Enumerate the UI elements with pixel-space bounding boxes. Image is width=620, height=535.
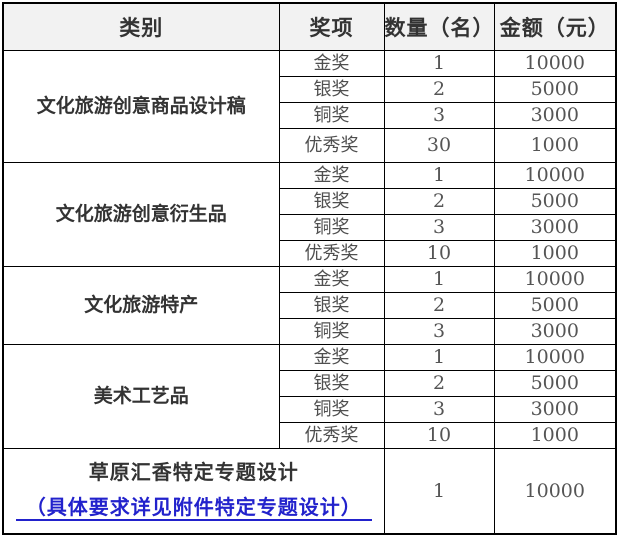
table-row: 铜奖 3 3000	[3, 396, 617, 423]
award-cell: 铜奖	[278, 102, 385, 129]
award-cell: 优秀奖	[278, 422, 385, 449]
quantity-cell: 2	[383, 76, 495, 103]
amount-cell: 5000	[493, 370, 617, 397]
amount-cell: 10000	[493, 448, 617, 535]
quantity-cell: 3	[383, 214, 495, 241]
amount-cell: 5000	[493, 292, 617, 319]
amount-cell: 10000	[493, 50, 617, 77]
table-row: 铜奖 3 3000	[3, 214, 617, 241]
header-award: 奖项	[278, 2, 385, 51]
award-cell: 银奖	[278, 370, 385, 397]
table-row: 银奖 2 5000	[3, 76, 617, 103]
table-row: 文化旅游特产 金奖 1 10000	[2, 266, 617, 345]
quantity-cell: 3	[383, 396, 495, 423]
quantity-cell: 10	[383, 240, 495, 267]
award-cell: 金奖	[278, 344, 385, 371]
award-cell: 银奖	[278, 292, 385, 319]
award-cell: 铜奖	[278, 214, 385, 241]
quantity-cell: 1	[383, 162, 495, 189]
table-row: 银奖 2 5000	[3, 370, 617, 397]
header-quantity: 数量（名）	[383, 2, 495, 51]
quantity-cell: 30	[383, 128, 495, 163]
category-cell: 美术工艺品	[2, 344, 280, 449]
award-cell: 金奖	[278, 50, 385, 77]
quantity-cell: 1	[383, 50, 495, 77]
award-cell: 银奖	[278, 76, 385, 103]
award-cell: 优秀奖	[278, 240, 385, 267]
amount-cell: 10000	[493, 266, 617, 293]
quantity-cell: 1	[383, 266, 495, 293]
table-row: 文化旅游创意商品设计稿 金奖 1 10000	[2, 50, 617, 163]
header-amount: 金额（元）	[493, 2, 617, 51]
header-row: 类别 奖项 数量（名） 金额（元）	[2, 2, 617, 51]
special-cell-content: 草原汇香特定专题设计 （具体要求详见附件特定专题设计）	[4, 449, 383, 533]
award-cell: 金奖	[278, 162, 385, 189]
amount-cell: 3000	[493, 318, 617, 345]
category-cell: 文化旅游创意商品设计稿	[2, 50, 280, 163]
amount-cell: 1000	[493, 128, 617, 163]
category-cell: 文化旅游特产	[2, 266, 280, 345]
table-row: 草原汇香特定专题设计 （具体要求详见附件特定专题设计） 1 10000	[2, 448, 617, 535]
table-row: 铜奖 3 3000	[3, 102, 617, 129]
quantity-cell: 10	[383, 422, 495, 449]
table-row: 优秀奖 10 1000	[3, 240, 617, 267]
quantity-cell: 1	[383, 344, 495, 371]
quantity-cell: 2	[383, 292, 495, 319]
amount-cell: 3000	[493, 396, 617, 423]
category-cell: 文化旅游创意衍生品	[2, 162, 280, 267]
table-row: 银奖 2 5000	[3, 188, 617, 215]
quantity-cell: 3	[383, 102, 495, 129]
quantity-cell: 1	[383, 448, 495, 535]
amount-cell: 5000	[493, 76, 617, 103]
amount-cell: 10000	[493, 162, 617, 189]
award-cell: 铜奖	[278, 396, 385, 423]
amount-cell: 1000	[493, 240, 617, 267]
table-row: 优秀奖 10 1000	[3, 422, 617, 449]
amount-cell: 3000	[493, 102, 617, 129]
special-category-cell: 草原汇香特定专题设计 （具体要求详见附件特定专题设计）	[2, 448, 385, 535]
quantity-cell: 3	[383, 318, 495, 345]
table-row: 铜奖 3 3000	[3, 318, 617, 345]
table-row: 文化旅游创意衍生品 金奖 1 10000	[2, 162, 617, 267]
award-cell: 银奖	[278, 188, 385, 215]
header-category: 类别	[2, 2, 280, 51]
award-cell: 金奖	[278, 266, 385, 293]
award-cell: 铜奖	[278, 318, 385, 345]
amount-cell: 3000	[493, 214, 617, 241]
special-title: 草原汇香特定专题设计	[88, 460, 299, 485]
amount-cell: 10000	[493, 344, 617, 371]
amount-cell: 1000	[493, 422, 617, 449]
special-requirements-link[interactable]: （具体要求详见附件特定专题设计）	[15, 496, 372, 521]
quantity-cell: 2	[383, 188, 495, 215]
award-cell: 优秀奖	[278, 128, 385, 163]
quantity-cell: 2	[383, 370, 495, 397]
table-row: 优秀奖 30 1000	[3, 128, 617, 163]
table-row: 美术工艺品 金奖 1 10000	[2, 344, 617, 449]
table-row: 银奖 2 5000	[3, 292, 617, 319]
amount-cell: 5000	[493, 188, 617, 215]
